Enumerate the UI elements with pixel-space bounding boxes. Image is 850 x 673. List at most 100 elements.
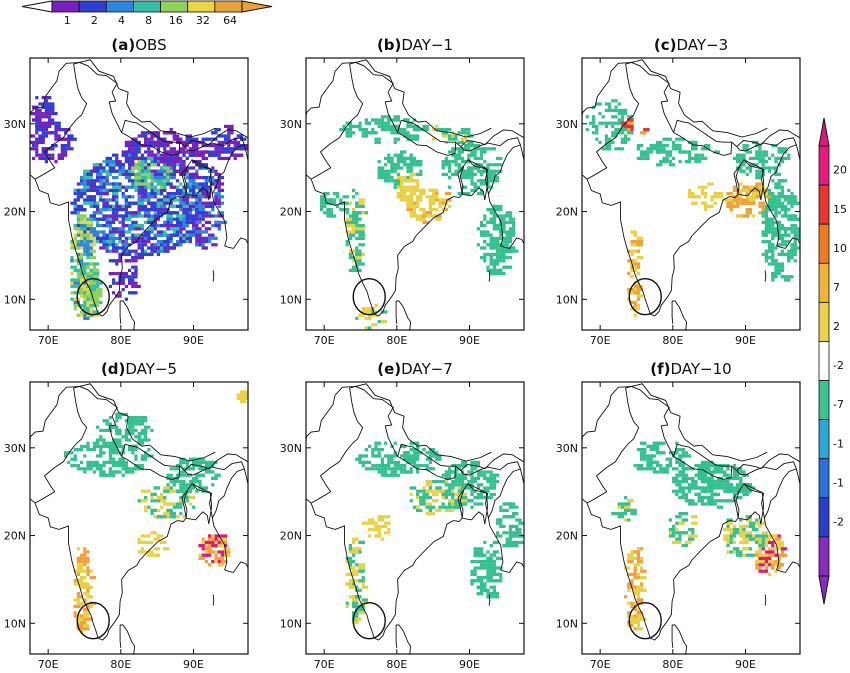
precip-cell: [73, 448, 80, 452]
precip-cell: [156, 150, 160, 154]
precip-cell: [188, 233, 196, 237]
precip-cell: [54, 160, 58, 164]
precip-cell: [787, 233, 791, 237]
precip-cell: [89, 214, 93, 218]
precip-cell: [118, 169, 125, 173]
precip-cell: [198, 544, 205, 548]
precip-cell: [393, 128, 397, 132]
precip-cell: [73, 198, 80, 202]
precip-cell: [99, 188, 103, 192]
precip-cell: [486, 595, 490, 599]
map-background: [30, 382, 248, 654]
precip-cell: [102, 444, 109, 448]
precip-cell: [454, 169, 458, 173]
colorbar-tick-label: -2: [833, 359, 844, 372]
precip-cell: [505, 214, 512, 218]
precip-cell: [771, 227, 775, 231]
precip-cell: [396, 166, 400, 170]
precip-cell: [329, 214, 333, 218]
precip-cell: [163, 163, 167, 167]
precip-cell: [636, 294, 644, 298]
precip-cell: [358, 611, 365, 615]
precip-cell: [492, 572, 500, 576]
precip-cell: [464, 486, 468, 490]
precip-cell: [499, 204, 503, 208]
precip-cell: [457, 483, 464, 487]
precip-cell: [166, 236, 173, 240]
precip-cell: [176, 153, 180, 157]
precip-cell: [444, 128, 452, 132]
precip-cell: [172, 172, 176, 176]
precip-cell: [86, 252, 93, 256]
precip-cell: [489, 240, 496, 244]
precip-cell: [406, 124, 410, 128]
precip-cell: [86, 448, 90, 452]
panel-label: (e): [377, 360, 401, 378]
precip-cell: [44, 160, 48, 164]
precip-cell: [217, 563, 224, 567]
precip-cell: [422, 492, 429, 496]
precip-cell: [480, 576, 487, 580]
x-tick-label: 70E: [38, 334, 59, 347]
precip-cell: [217, 156, 224, 160]
precip-cell: [188, 483, 192, 487]
precip-cell: [134, 252, 138, 256]
precip-cell: [764, 195, 772, 199]
precip-cell: [502, 259, 506, 263]
precip-cell: [137, 198, 144, 202]
precip-cell: [348, 547, 352, 551]
precip-cell: [636, 297, 640, 301]
precip-cell: [390, 131, 394, 135]
precip-cell: [137, 416, 141, 420]
precip-cell: [182, 192, 186, 196]
precip-cell: [630, 265, 634, 269]
precip-cell: [499, 508, 503, 512]
precip-cell: [67, 134, 74, 138]
precip-cell: [499, 518, 503, 522]
precip-cell: [217, 214, 224, 218]
precip-cell: [57, 156, 64, 160]
precip-cell: [412, 163, 420, 167]
precip-cell: [441, 172, 448, 176]
precip-cell: [179, 512, 183, 516]
precip-cell: [118, 214, 125, 218]
precip-cell: [195, 163, 202, 167]
colorbar-segment: [818, 419, 830, 460]
precip-cell: [195, 211, 199, 215]
precip-cell: [470, 569, 474, 573]
precip-cell: [460, 476, 468, 480]
precip-cell: [128, 419, 135, 423]
precip-cell: [473, 502, 477, 506]
panel-label: (a): [111, 36, 135, 54]
precip-cell: [115, 211, 119, 215]
boundary-line: [462, 159, 489, 201]
colorbar-tick-label: 1: [64, 14, 71, 27]
precip-cell: [115, 227, 119, 231]
precip-cell: [96, 192, 103, 196]
precip-cell: [163, 179, 167, 183]
precip-cell: [467, 480, 474, 484]
precip-cell: [137, 537, 141, 541]
precip-cell: [204, 553, 208, 557]
precip-cell: [137, 208, 141, 212]
precip-cell: [140, 169, 144, 173]
precip-cell: [505, 265, 512, 269]
precip-cell: [416, 470, 420, 474]
precip-cell: [492, 214, 500, 218]
precip-cell: [89, 188, 96, 192]
precip-cell: [486, 163, 493, 167]
precip-cell: [611, 115, 618, 119]
precip-cell: [633, 284, 640, 288]
precip-cell: [780, 160, 784, 164]
precip-cell: [169, 166, 176, 170]
precip-cell: [137, 432, 141, 436]
precip-cell: [355, 252, 362, 256]
precip-cell: [166, 211, 173, 215]
precip-cell: [156, 553, 160, 557]
precip-cell: [464, 128, 471, 132]
precip-cell: [108, 230, 112, 234]
precip-cell: [768, 192, 772, 196]
precip-cell: [105, 422, 109, 426]
precip-cell: [192, 140, 199, 144]
precip-cell: [112, 185, 119, 189]
